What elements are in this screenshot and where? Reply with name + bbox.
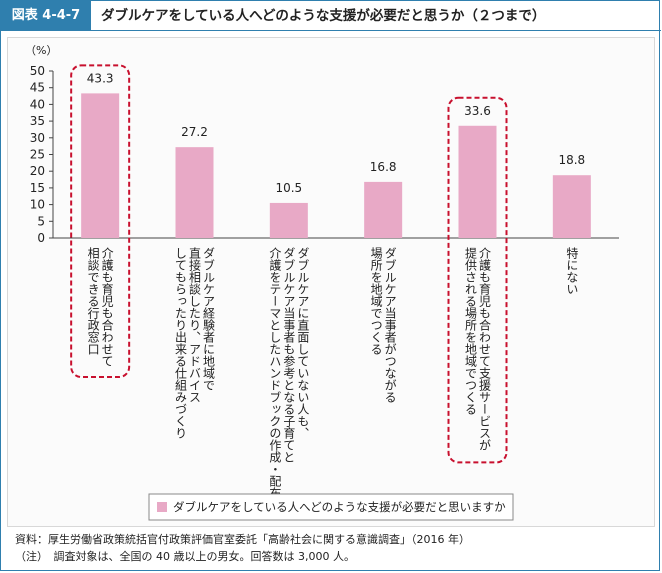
data-label: 33.6 <box>464 104 491 118</box>
y-tick-label: 30 <box>30 131 45 145</box>
category-label: 相談できる行政窓口 <box>86 247 100 355</box>
category-label: 特にない <box>565 246 579 295</box>
figure-header: 図表 4-4-7 ダブルケアをしている人へどのような支援が必要だと思うか（２つま… <box>1 1 661 31</box>
survey-note: （注） 調査対象は、全国の 40 歳以上の男女。回答数は 3,000 人。 <box>15 550 355 563</box>
header-rule <box>1 30 661 31</box>
category-label: ダブルケアに直面していない人も、 <box>296 247 310 439</box>
bar <box>552 175 591 238</box>
category-label: 場所を地域でつくる <box>369 247 383 355</box>
y-tick-label: 20 <box>30 164 45 178</box>
bar <box>458 125 497 238</box>
data-label: 10.5 <box>275 181 302 195</box>
bar <box>364 181 403 238</box>
highlight-box <box>70 64 131 379</box>
category-label: 介護をテーマとしたハンドブックの作成・配布 <box>268 247 282 500</box>
y-tick-label: 45 <box>30 81 45 95</box>
category-label: 直接相談したり、アドバイス <box>188 247 202 403</box>
y-tick-label: 50 <box>30 64 45 78</box>
y-tick-label: 15 <box>30 181 45 195</box>
legend-box <box>148 493 514 521</box>
data-label: 27.2 <box>181 125 208 139</box>
bar <box>81 93 120 239</box>
y-tick-label: 35 <box>30 114 45 128</box>
data-label: 18.8 <box>558 153 585 167</box>
y-tick-label: 5 <box>37 214 45 228</box>
legend-label: ダブルケアをしている人へどのような支援が必要だと思いますか <box>173 500 506 514</box>
category-label: ダブルケア当事者も参考となる子育てと <box>282 247 296 463</box>
y-axis-label: （%） <box>25 44 57 57</box>
category-label: ダブルケア当事者がつながる <box>383 247 397 403</box>
data-label: 43.3 <box>87 71 114 85</box>
y-tick-label: 0 <box>37 231 45 245</box>
highlight-box <box>447 96 508 464</box>
legend-swatch <box>157 502 167 512</box>
category-label: 介護も育児も合わせて支援サービスが <box>478 247 492 451</box>
category-label: ダブルケア経験者に地域で <box>202 247 216 391</box>
category-label: 介護も育児も合わせて <box>100 247 114 367</box>
data-label: 16.8 <box>370 160 397 174</box>
y-tick-label: 25 <box>30 148 45 162</box>
figure-title: ダブルケアをしている人へどのような支援が必要だと思うか（２つまで） <box>101 8 546 24</box>
source-note: 資料：厚生労働省政策統括官付政策評価官室委託「高齢社会に関する意識調査」（201… <box>15 533 470 546</box>
bar-chart: （%） 0 5 10 15 20 25 30 35 40 45 50 43.3 介護も育児も合わせて相談で… <box>25 44 619 521</box>
figure-number: 図表 4-4-7 <box>1 1 91 31</box>
category-label: 提供される場所を地域でつくる <box>464 246 478 415</box>
y-tick-label: 40 <box>30 97 45 111</box>
category-label: してもらったり出来る仕組みづくり <box>174 247 188 439</box>
y-tick-label: 10 <box>30 198 45 212</box>
bar <box>269 202 308 238</box>
bar <box>175 147 214 238</box>
